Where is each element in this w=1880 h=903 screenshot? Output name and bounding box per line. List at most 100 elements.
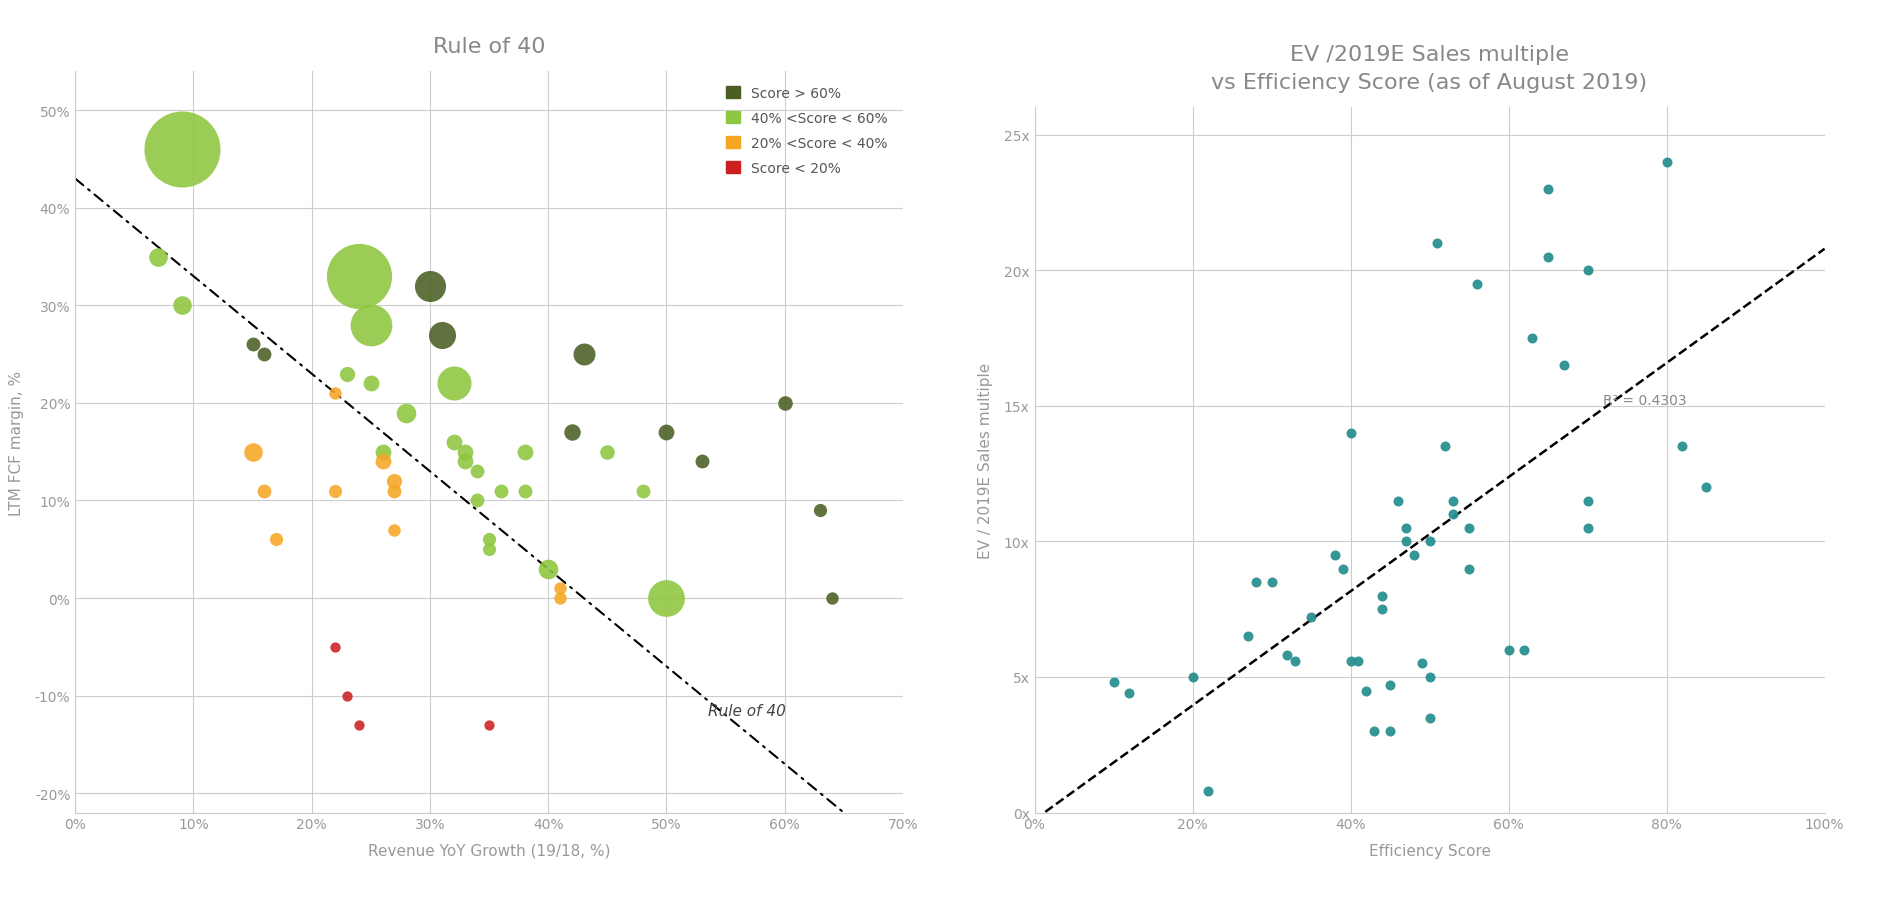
Point <box>1098 675 1128 690</box>
Point <box>1517 331 1547 346</box>
Point <box>1113 686 1143 701</box>
Point <box>545 591 575 606</box>
Point <box>1241 575 1271 590</box>
Point <box>438 377 468 391</box>
Point <box>167 299 197 313</box>
Point <box>1414 535 1444 549</box>
Point <box>1532 250 1562 265</box>
Point <box>320 640 350 655</box>
Point <box>769 396 799 411</box>
Point <box>380 523 410 537</box>
Point <box>344 270 374 284</box>
Point <box>438 435 468 450</box>
Legend: Score > 60%, 40% <Score < 60%, 20% <Score < 40%, Score < 20%: Score > 60%, 40% <Score < 60%, 20% <Scor… <box>726 87 887 176</box>
Point <box>1231 629 1261 644</box>
Point <box>449 455 479 470</box>
Point <box>1271 648 1301 663</box>
Point <box>509 484 540 498</box>
Point <box>1421 237 1451 251</box>
Point <box>1389 521 1419 535</box>
Point <box>1350 684 1380 698</box>
Point <box>1177 670 1207 684</box>
Point <box>1690 480 1720 495</box>
Point <box>1367 602 1397 617</box>
Point <box>650 591 681 606</box>
Point <box>237 445 267 460</box>
Title: Rule of 40: Rule of 40 <box>432 37 545 57</box>
Point <box>485 484 515 498</box>
Point <box>474 543 504 557</box>
Point <box>355 377 385 391</box>
Point <box>1399 548 1429 563</box>
Point <box>355 319 385 333</box>
Point <box>1342 654 1372 668</box>
Point <box>1406 656 1436 671</box>
Point <box>1280 654 1310 668</box>
Point <box>1295 610 1325 625</box>
Point <box>568 348 598 362</box>
Point <box>237 338 267 352</box>
Point <box>427 328 457 342</box>
Point <box>1429 440 1459 454</box>
Point <box>1572 494 1602 508</box>
X-axis label: Efficiency Score: Efficiency Score <box>1369 842 1489 858</box>
Y-axis label: EV / 2019E Sales multiple: EV / 2019E Sales multiple <box>978 362 993 559</box>
Point <box>1335 654 1365 668</box>
Point <box>1572 521 1602 535</box>
Point <box>462 494 493 508</box>
Point <box>449 445 479 460</box>
Point <box>1461 277 1491 292</box>
Point <box>628 484 658 498</box>
Point <box>1508 643 1538 657</box>
Point <box>1414 670 1444 684</box>
Point <box>380 474 410 489</box>
Point <box>1367 589 1397 603</box>
Point <box>367 455 397 470</box>
Point <box>462 464 493 479</box>
Point <box>367 445 397 460</box>
Point <box>1374 678 1404 693</box>
Point <box>1320 548 1350 563</box>
Point <box>1572 264 1602 278</box>
Point <box>344 718 374 732</box>
X-axis label: Revenue YoY Growth (19/18, %): Revenue YoY Growth (19/18, %) <box>368 842 609 858</box>
Point <box>592 445 622 460</box>
Point <box>545 582 575 596</box>
Point <box>1335 426 1365 441</box>
Point <box>333 367 363 381</box>
Point <box>1453 521 1483 535</box>
Point <box>474 533 504 547</box>
Point <box>1192 784 1222 798</box>
Text: R² = 0.4303: R² = 0.4303 <box>1602 394 1686 408</box>
Point <box>415 279 446 293</box>
Point <box>261 533 291 547</box>
Point <box>650 425 681 440</box>
Point <box>1327 562 1357 576</box>
Point <box>1651 155 1681 170</box>
Point <box>1453 562 1483 576</box>
Point <box>1547 358 1577 373</box>
Point <box>1256 575 1286 590</box>
Point <box>1382 494 1412 508</box>
Point <box>320 484 350 498</box>
Point <box>333 689 363 703</box>
Point <box>816 591 846 606</box>
Point <box>805 504 835 518</box>
Point <box>556 425 587 440</box>
Point <box>1493 643 1523 657</box>
Point <box>1438 507 1468 522</box>
Point <box>1414 711 1444 725</box>
Point <box>1359 724 1389 739</box>
Point <box>250 348 280 362</box>
Point <box>1666 440 1696 454</box>
Point <box>532 562 562 576</box>
Point <box>686 455 716 470</box>
Point <box>250 484 280 498</box>
Point <box>1389 535 1419 549</box>
Point <box>320 386 350 401</box>
Point <box>474 718 504 732</box>
Point <box>391 406 421 421</box>
Point <box>1374 724 1404 739</box>
Point <box>167 143 197 157</box>
Point <box>509 445 540 460</box>
